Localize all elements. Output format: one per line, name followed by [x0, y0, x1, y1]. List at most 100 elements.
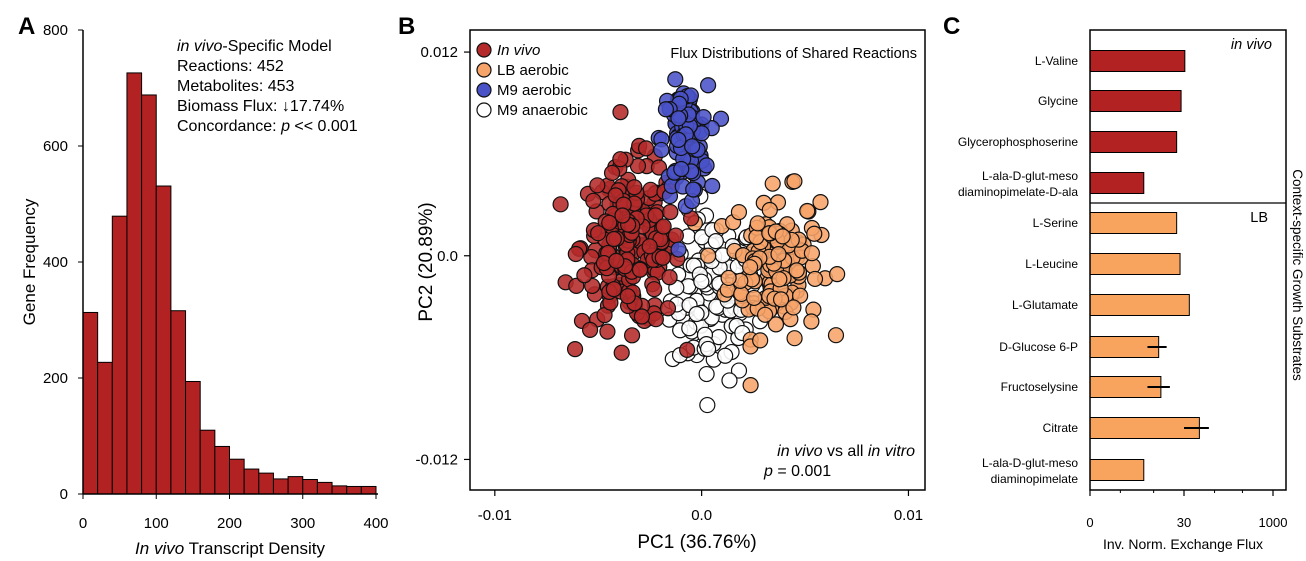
legend-label: LB aerobic	[497, 62, 569, 79]
substrate-x-label: Inv. Norm. Exchange Flux	[1103, 536, 1263, 552]
pca-point-lb-aerobic	[799, 202, 816, 220]
substrate-label: Citrate	[1043, 421, 1079, 435]
substrate-label: L-Glutamate	[1012, 298, 1078, 312]
histogram-bar	[346, 485, 362, 495]
pca-point-in-vivo	[568, 277, 585, 294]
pca-y-tick-label: -0.012	[415, 451, 458, 468]
annotation-line-1: in vivo-Specific Model	[177, 38, 332, 55]
substrate-x-tick-label: 30	[1177, 515, 1191, 530]
pca-point-lb-aerobic	[770, 246, 787, 263]
histogram-bar	[126, 72, 143, 495]
pca-point-in-vivo	[659, 300, 677, 317]
pca-frame	[469, 29, 926, 491]
substrate-x-tick-label: 1000	[1259, 515, 1288, 530]
substrate-label: L-Serine	[1033, 216, 1079, 230]
histogram-bar	[360, 485, 377, 495]
pca-point-lb-aerobic	[741, 259, 759, 276]
histogram-x-tick-label: 300	[290, 515, 315, 532]
annotation-line-1-rest: -Specific Model	[222, 38, 331, 55]
histogram-bar	[272, 478, 289, 495]
pca-point-in-vivo	[601, 214, 618, 231]
substrate-bar	[1089, 131, 1178, 153]
substrate-x-ticks: 0 30 1000	[1086, 490, 1287, 530]
annotation-metabolites: Metabolites: 453	[177, 78, 295, 95]
histogram-x-label-rest: Transcript Density	[184, 539, 325, 558]
substrate-bar	[1089, 253, 1181, 275]
pca-point-lb-aerobic	[812, 194, 829, 211]
pca-point-in-vivo	[633, 308, 650, 325]
pca-point-m9-aerobic	[657, 101, 675, 118]
histogram-y-tick-label: 0	[60, 486, 68, 503]
pca-x-tick-label: 0.01	[894, 507, 923, 524]
histogram-bar	[243, 468, 260, 495]
histogram-bar	[331, 485, 348, 495]
histogram-x-label-italic: In vivo	[135, 539, 184, 558]
pca-point-in-vivo	[631, 261, 649, 278]
pca-point-in-vivo	[642, 181, 659, 198]
pca-point-in-vivo	[567, 245, 584, 263]
pca-point-in-vivo	[576, 267, 593, 284]
pca-point-m9-anaerobic	[699, 340, 717, 358]
pca-point-lb-aerobic	[788, 262, 805, 279]
pca-point-lb-aerobic	[806, 270, 824, 288]
annotation-concordance: Concordance: p << 0.001	[177, 118, 358, 135]
pca-point-lb-aerobic	[752, 332, 769, 349]
pca-point-in-vivo	[613, 344, 630, 361]
substrate-label-line: diaminopimelate-D-ala	[958, 185, 1078, 199]
substrate-bar	[1089, 90, 1182, 112]
legend-marker	[476, 62, 492, 78]
pca-point-m9-aerobic	[670, 131, 687, 148]
pca-point-lb-aerobic	[761, 201, 778, 219]
substrate-label-line: L-ala-D-glut-meso	[982, 169, 1078, 183]
pca-point-m9-aerobic	[667, 71, 684, 88]
substrate-label-line: L-ala-D-glut-meso	[982, 456, 1078, 470]
pca-point-in-vivo	[654, 249, 671, 266]
pca-y-tick-label: 0.012	[420, 44, 458, 61]
pca-point-m9-aerobic	[704, 177, 721, 195]
substrate-bar	[1089, 172, 1145, 194]
pca-point-in-vivo	[590, 225, 607, 242]
histogram-x-tick-label: 100	[144, 515, 169, 532]
pca-point-in-vivo	[646, 281, 663, 298]
pca-point-in-vivo	[585, 192, 602, 209]
pca-point-lb-aerobic	[767, 316, 785, 333]
substrate-bar	[1089, 459, 1145, 481]
pca-point-in-vivo	[614, 207, 631, 224]
histogram-y-tick-label: 400	[43, 254, 68, 271]
pca-point-lb-aerobic	[827, 327, 845, 344]
histogram-bar	[302, 479, 318, 495]
pca-point-m9-aerobic	[700, 77, 717, 94]
pca-point-in-vivo	[647, 207, 664, 224]
histogram-bar	[199, 429, 216, 495]
pca-point-in-vivo	[637, 140, 655, 157]
pca-point-lb-aerobic	[771, 271, 788, 288]
histogram-x-tick-label: 400	[363, 515, 388, 532]
pca-point-in-vivo	[612, 151, 629, 168]
pca-point-in-vivo	[589, 177, 606, 194]
histogram-y-tick-label: 800	[43, 22, 68, 39]
substrate-labels: L-Valine Glycine Glycerophosphoserine L-ala…	[958, 54, 1078, 486]
pca-stat-p: p	[763, 463, 773, 480]
pca-x-ticks: -0.01 0.0 0.01	[478, 490, 923, 524]
histogram-bars	[82, 72, 377, 495]
pca-point-m9-anaerobic	[717, 347, 734, 364]
pca-point-lb-aerobic	[785, 299, 802, 316]
pca-point-lb-aerobic	[803, 313, 820, 330]
substrate-bar	[1089, 212, 1178, 234]
pca-point-lb-aerobic	[803, 245, 821, 262]
pca-point-lb-aerobic	[749, 215, 766, 232]
pca-point-in-vivo	[623, 327, 641, 344]
pca-stat-in-vitro: in vitro	[868, 443, 915, 460]
pca-legend: In vivo LB aerobic M9 aerobic M9 anaerobic	[476, 42, 588, 119]
pca-point-m9-aerobic	[653, 141, 670, 159]
histogram-y-tick-label: 600	[43, 138, 68, 155]
pca-point-lb-aerobic	[742, 377, 759, 394]
pca-point-m9-anaerobic	[699, 396, 716, 414]
pca-point-in-vivo	[641, 238, 658, 255]
histogram-bar	[185, 380, 201, 495]
substrate-panel: in vivo LB L-Valine Glycine Glycerophospho…	[958, 29, 1305, 552]
substrate-label: D-Glucose 6-P	[999, 340, 1078, 354]
pca-y-tick-label: 0.0	[437, 248, 458, 265]
pca-stat-vs: vs all	[823, 443, 868, 460]
pca-point-m9-anaerobic	[698, 365, 715, 383]
